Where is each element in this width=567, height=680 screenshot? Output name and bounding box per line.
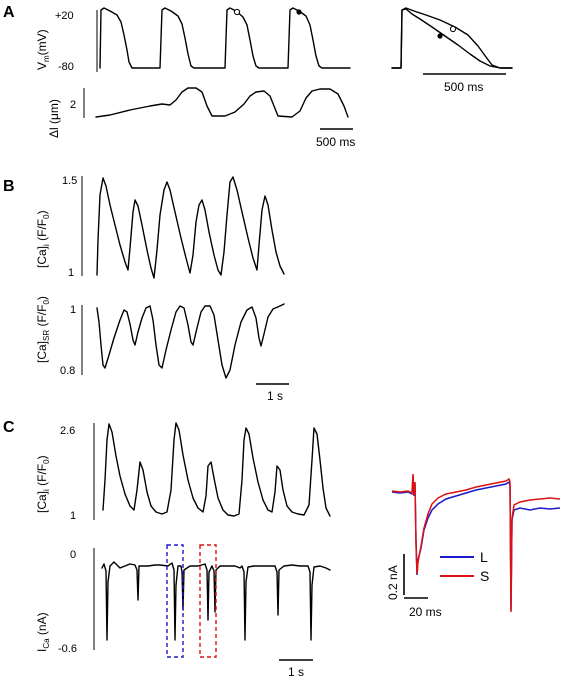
- panel-label-b: B: [3, 178, 15, 195]
- cai-tick-bottom-c: 1: [70, 510, 76, 522]
- cai-axis-label-b: [Ca]i (F/F0): [35, 210, 51, 268]
- ica-tick-top: 0: [70, 549, 76, 561]
- casr-tick-top: 1: [70, 304, 76, 316]
- cai-trace-c: [102, 422, 331, 517]
- ap-trace-filled: [391, 8, 513, 69]
- vm-tick-bottom: -80: [58, 61, 74, 73]
- cai-trace-b: [96, 176, 285, 279]
- scale-bar-label-a: 500 ms: [316, 135, 355, 149]
- cai-axis-label-c: [Ca]i (F/F0): [35, 455, 51, 513]
- ica-tick-bottom: -0.6: [58, 643, 77, 655]
- casr-tick-bottom: 0.8: [60, 365, 75, 377]
- filled-circle-marker: [296, 9, 302, 15]
- ica-axis-label: ICa (nA): [35, 612, 51, 652]
- legend-label-s: S: [480, 568, 489, 584]
- selection-box-s: [199, 544, 217, 658]
- open-circle-marker: [233, 8, 241, 16]
- cai-tick-bottom: 1: [68, 267, 74, 279]
- inset-scale-label: 500 ms: [444, 80, 483, 94]
- selection-box-l: [166, 544, 184, 658]
- panel-label-c: C: [3, 419, 15, 436]
- filled-circle-marker: [437, 33, 443, 39]
- dl-tick: 2: [70, 99, 76, 111]
- inset-legend: L S: [440, 549, 489, 584]
- ap-trace-open: [391, 7, 513, 69]
- scale-bar-label-c: 1 s: [288, 665, 304, 679]
- inset-time-scale-label: 20 ms: [409, 605, 442, 619]
- open-circle-marker: [449, 25, 457, 33]
- ap-overlay-inset: [391, 7, 513, 69]
- shortening-trace: [95, 87, 349, 118]
- legend-label-l: L: [480, 549, 488, 565]
- dl-axis-label: Δl (μm): [47, 99, 61, 138]
- ica-trace: [101, 561, 331, 641]
- ica-overlay-inset: [391, 473, 561, 613]
- ica-trace-l: [391, 475, 561, 611]
- scale-bar-label-b: 1 s: [267, 389, 283, 403]
- ica-trace-s: [391, 473, 561, 613]
- action-potential-trace: [99, 7, 351, 69]
- casr-trace-b: [96, 303, 285, 379]
- casr-axis-label-b: [Ca]SR (F/F0): [35, 296, 51, 363]
- inset-current-scale-label: 0.2 nA: [386, 565, 400, 600]
- cai-tick-top: 1.5: [62, 175, 77, 187]
- cai-tick-top-c: 2.6: [60, 425, 75, 437]
- vm-tick-top: +20: [55, 10, 74, 22]
- panel-label-a: A: [3, 4, 15, 21]
- vm-axis-label: Vm(mV): [35, 29, 51, 70]
